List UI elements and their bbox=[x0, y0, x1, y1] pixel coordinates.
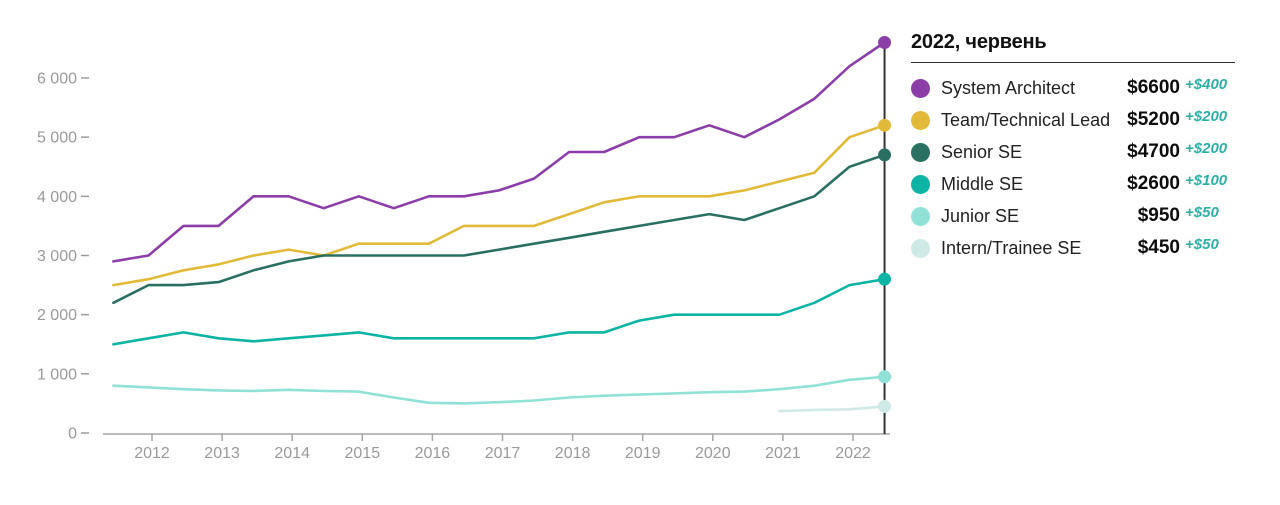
x-tick-label-2020: 2020 bbox=[695, 445, 731, 462]
legend-rows: System Architect $6600 +$400 Team/Techni… bbox=[911, 72, 1235, 264]
x-tick-label-2021: 2021 bbox=[765, 445, 801, 462]
series-delta: +$200 bbox=[1185, 107, 1228, 125]
x-tick-label-2013: 2013 bbox=[204, 445, 240, 462]
y-tick-label-1000: 1 000 bbox=[37, 366, 77, 383]
series-value: $450 bbox=[1137, 237, 1180, 258]
x-tick-label-2017: 2017 bbox=[485, 445, 521, 462]
y-tick-label-4000: 4 000 bbox=[37, 189, 77, 206]
series-color-dot-icon bbox=[911, 238, 930, 258]
series-delta: +$400 bbox=[1185, 75, 1228, 93]
series-endpoint-team-technical-lead[interactable] bbox=[878, 118, 892, 132]
legend-row-junior-se: Junior SE $950 +$50 bbox=[911, 200, 1235, 232]
y-tick-label-2000: 2 000 bbox=[37, 307, 77, 324]
series-value: $5200 bbox=[1127, 109, 1180, 130]
series-endpoint-middle-se[interactable] bbox=[878, 272, 892, 286]
x-tick-label-2022: 2022 bbox=[835, 445, 871, 462]
series-line-junior-se bbox=[112, 375, 886, 405]
legend-row-senior-se: Senior SE $4700 +$200 bbox=[911, 136, 1235, 168]
series-endpoint-senior-se[interactable] bbox=[878, 148, 892, 162]
series-line-intern-trainee-se bbox=[778, 405, 886, 413]
series-value: $4700 bbox=[1127, 141, 1180, 162]
legend-divider bbox=[911, 62, 1235, 63]
series-line-middle-se bbox=[112, 277, 886, 346]
series-delta: +$200 bbox=[1185, 139, 1228, 157]
x-tick-label-2018: 2018 bbox=[555, 445, 591, 462]
series-endpoint-intern-trainee-se[interactable] bbox=[878, 399, 892, 413]
series-label: Senior SE bbox=[941, 141, 1023, 162]
series-line-system-architect bbox=[112, 41, 886, 263]
series-line-team-technical-lead bbox=[112, 124, 886, 287]
series-label: Intern/Trainee SE bbox=[941, 237, 1082, 258]
series-label: Junior SE bbox=[941, 205, 1020, 226]
series-value: $950 bbox=[1137, 205, 1180, 226]
series-delta: +$50 bbox=[1185, 203, 1219, 221]
legend-row-team-technical-lead: Team/Technical Lead $5200 +$200 bbox=[911, 104, 1235, 136]
x-tick-label-2019: 2019 bbox=[625, 445, 661, 462]
series-color-dot-icon bbox=[911, 142, 930, 162]
series-color-dot-icon bbox=[911, 206, 930, 226]
series-value: $6600 bbox=[1127, 77, 1180, 98]
series-color-dot-icon bbox=[911, 110, 930, 130]
series-delta: +$50 bbox=[1185, 235, 1219, 253]
x-tick-label-2015: 2015 bbox=[345, 445, 381, 462]
legend-panel: 2022, червень System Architect $6600 +$4… bbox=[911, 30, 1235, 264]
x-tick-label-2012: 2012 bbox=[134, 445, 170, 462]
legend-row-system-architect: System Architect $6600 +$400 bbox=[911, 72, 1235, 104]
series-value: $2600 bbox=[1127, 173, 1180, 194]
legend-title: 2022, червень bbox=[911, 31, 1047, 53]
y-tick-label-6000: 6 000 bbox=[37, 71, 77, 88]
series-color-dot-icon bbox=[911, 174, 930, 194]
series-color-dot-icon bbox=[911, 78, 930, 98]
y-tick-label-3000: 3 000 bbox=[37, 248, 77, 265]
series-label: Middle SE bbox=[941, 173, 1024, 194]
series-line-senior-se bbox=[112, 153, 886, 305]
legend-row-intern-trainee-se: Intern/Trainee SE $450 +$50 bbox=[911, 232, 1235, 264]
x-tick-label-2014: 2014 bbox=[274, 445, 310, 462]
legend-row-middle-se: Middle SE $2600 +$100 bbox=[911, 168, 1235, 200]
y-tick-label-5000: 5 000 bbox=[37, 130, 77, 147]
x-tick-label-2016: 2016 bbox=[415, 445, 451, 462]
series-label: System Architect bbox=[941, 77, 1076, 98]
series-endpoint-system-architect[interactable] bbox=[878, 36, 892, 49]
series-label: Team/Technical Lead bbox=[941, 109, 1111, 130]
y-tick-label-0: 0 bbox=[68, 426, 77, 443]
series-delta: +$100 bbox=[1185, 171, 1228, 189]
series-endpoint-junior-se[interactable] bbox=[878, 370, 892, 384]
